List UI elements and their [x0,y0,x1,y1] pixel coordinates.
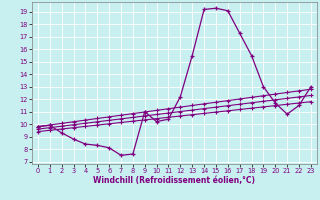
X-axis label: Windchill (Refroidissement éolien,°C): Windchill (Refroidissement éolien,°C) [93,176,255,185]
